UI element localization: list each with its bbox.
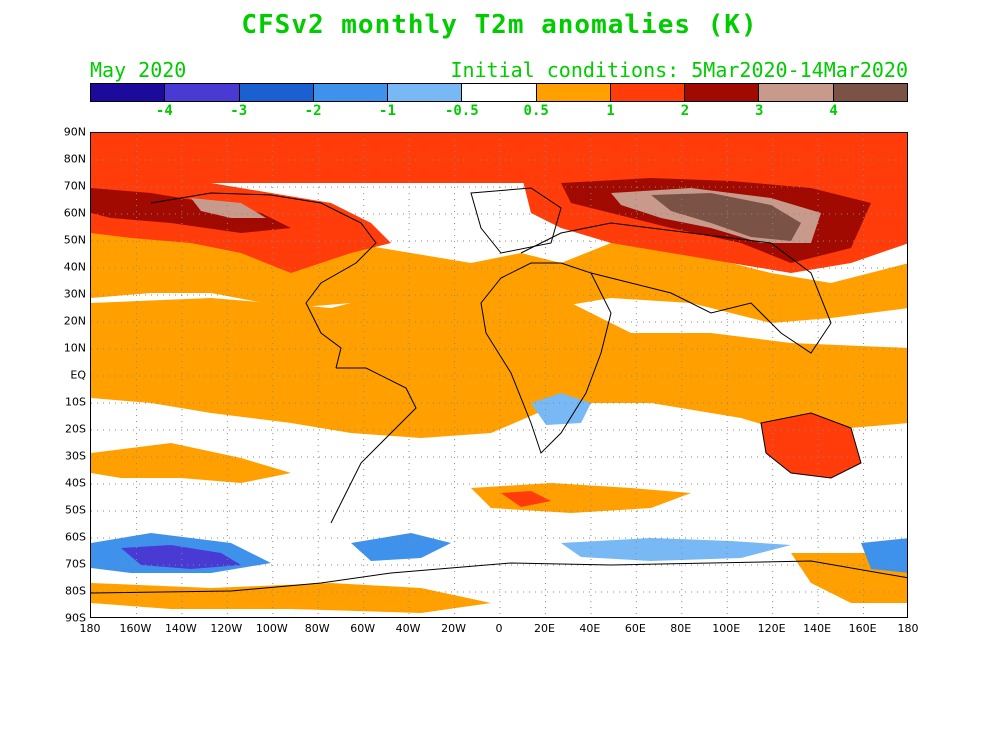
australia-warm [761,413,861,478]
longitude-label: 80E [670,622,692,635]
latitude-label: 10S [65,395,86,409]
longitude-label: 180 [897,622,919,635]
latitude-label: 60N [63,206,86,220]
colorbar-segment [313,84,389,101]
colorbar-segment [91,84,166,101]
longitude-label: 140E [803,622,832,635]
ross-sea-cold [861,538,907,573]
colorbar-label: 2 [680,103,690,119]
canada-hottest [191,198,266,218]
australia-coast [760,412,862,479]
latitude-label: 20S [65,422,86,436]
arctic-warm-band [91,133,907,183]
latitude-label: 50S [65,503,86,517]
longitude-label: 40W [395,622,421,635]
map-title: CFSv2 monthly T2m anomalies (K) [241,10,758,40]
colorbar-segment [165,84,240,101]
colorbar-segment [388,84,463,101]
colorbar-segment [833,84,907,101]
antarctic-coast-warm [91,583,491,613]
longitude-label: 120E [757,622,786,635]
colorbar-segment [759,84,834,101]
colorbar [90,83,908,102]
latitude-label: 30S [65,449,86,463]
latitude-label: 80N [63,152,86,166]
colorbar-segment [239,84,314,101]
longitude-label: 160E [848,622,877,635]
weddell-cold [351,533,451,561]
americas-west-coast [150,192,377,369]
colorbar-label: -3 [230,103,248,119]
longitude-label: 100E [712,622,741,635]
latitude-label: 50N [63,233,86,247]
colorbar-label: -2 [304,103,322,119]
latitude-label: 90N [63,125,86,139]
latitude-label: 30N [63,287,86,301]
colorbar-label: 4 [829,103,838,119]
forecast-month: May 2020 [90,58,187,82]
colorbar-segment [685,84,760,101]
longitude-label: 100W [255,622,288,635]
latitude-label: 60S [65,530,86,544]
colorbar-label: 3 [755,103,764,119]
south-pacific-warm [91,443,291,483]
longitude-label: 60E [624,622,646,635]
longitude-label: 60W [350,622,376,635]
latitude-label: EQ [70,368,86,382]
latitude-label: 70N [63,179,86,193]
eurasia-coast [520,222,832,354]
colorbar-segment [536,84,611,101]
longitude-label: 40E [579,622,601,635]
colorbar-segment [462,84,537,101]
latitude-label: 40N [63,260,86,274]
longitude-label: 80W [304,622,330,635]
colorbar-label: -1 [379,103,396,119]
anomaly-map [91,133,907,617]
longitude-label: 140W [164,622,197,635]
colorbar-label: -4 [155,103,173,119]
longitude-label: 180 [79,622,101,635]
south-atlantic-hot-patch [501,491,551,507]
greenland-coast [470,187,562,254]
antarctica-coast [91,560,907,594]
longitude-label: 20W [441,622,466,635]
latitude-label: 70S [65,557,86,571]
longitude-label: 0 [495,622,503,635]
latitude-label: 20N [63,314,86,328]
colorbar-segment [610,84,686,101]
longitude-label: 120W [210,622,243,635]
latitude-label: 90S [65,611,86,625]
colorbar-label: 0.5 [523,103,549,119]
gridlines [91,133,907,617]
south-america-coast [330,367,417,524]
africa-coast [480,262,612,454]
africa-cold-patch [531,393,591,425]
latitude-label: 80S [65,584,86,598]
latitude-label: 10N [63,341,86,355]
coastlines [91,187,907,594]
map-panel [90,132,908,618]
initial-conditions: Initial conditions: 5Mar2020-14Mar2020 [450,58,908,82]
colorbar-label: 1 [606,103,615,119]
colorbar-label: -0.5 [444,103,479,119]
antarctic-cold-band [561,538,791,561]
canada-hot [91,188,291,233]
southern-ocean-very-cold [121,545,241,569]
longitude-label: 20E [533,622,555,635]
longitude-label: 160W [119,622,152,635]
latitude-label: 40S [65,476,86,490]
siberia-extreme [651,193,801,241]
